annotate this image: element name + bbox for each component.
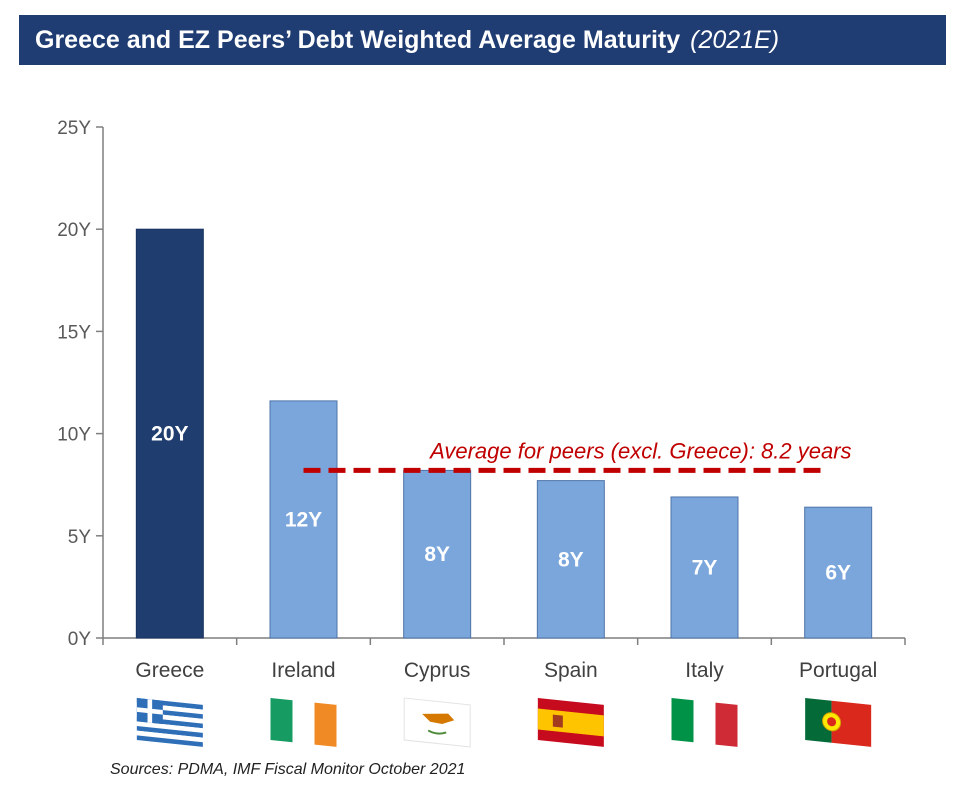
- bar-data-label: 6Y: [825, 562, 851, 585]
- source-note: Sources: PDMA, IMF Fiscal Monitor Octobe…: [110, 761, 466, 778]
- bar-data-label: 20Y: [151, 423, 188, 446]
- x-tick-label: Portugal: [799, 659, 877, 682]
- chart-subtitle: (2021E): [690, 25, 780, 54]
- portugal-flag-icon: [805, 698, 872, 747]
- x-tick-label: Ireland: [271, 659, 335, 682]
- spain-flag-icon: [537, 698, 604, 747]
- y-tick-label: 25Y: [57, 118, 91, 139]
- ireland-flag-icon: [270, 698, 337, 747]
- chart-title-bar: Greece and EZ Peers’ Debt Weighted Avera…: [19, 15, 946, 65]
- chart-title: Greece and EZ Peers’ Debt Weighted Avera…: [35, 25, 681, 54]
- average-annotation: Average for peers (excl. Greece): 8.2 ye…: [428, 438, 851, 463]
- x-tick-label: Cyprus: [404, 659, 471, 682]
- cyprus-flag-icon: [403, 697, 471, 748]
- y-tick-label: 10Y: [57, 425, 91, 446]
- greece-flag-icon: [136, 698, 203, 747]
- bar-greece: [135, 228, 204, 639]
- bar-data-label: 8Y: [424, 543, 450, 566]
- x-tick-label: Greece: [135, 659, 204, 682]
- y-tick-label: 5Y: [68, 527, 92, 548]
- y-tick-label: 20Y: [57, 220, 91, 241]
- bar-italy: [670, 496, 739, 639]
- bar-spain: [536, 480, 605, 639]
- y-tick-label: 15Y: [57, 322, 91, 343]
- italy-flag-icon: [671, 698, 738, 747]
- x-tick-label: Italy: [685, 659, 724, 682]
- x-tick-label: Spain: [544, 659, 598, 682]
- bar-ireland: [269, 400, 338, 639]
- y-tick-label: 0Y: [68, 629, 92, 650]
- bar-data-label: 12Y: [285, 508, 322, 531]
- bar-data-label: 7Y: [692, 556, 718, 579]
- bar-data-label: 8Y: [558, 548, 584, 571]
- bar-portugal: [804, 506, 873, 639]
